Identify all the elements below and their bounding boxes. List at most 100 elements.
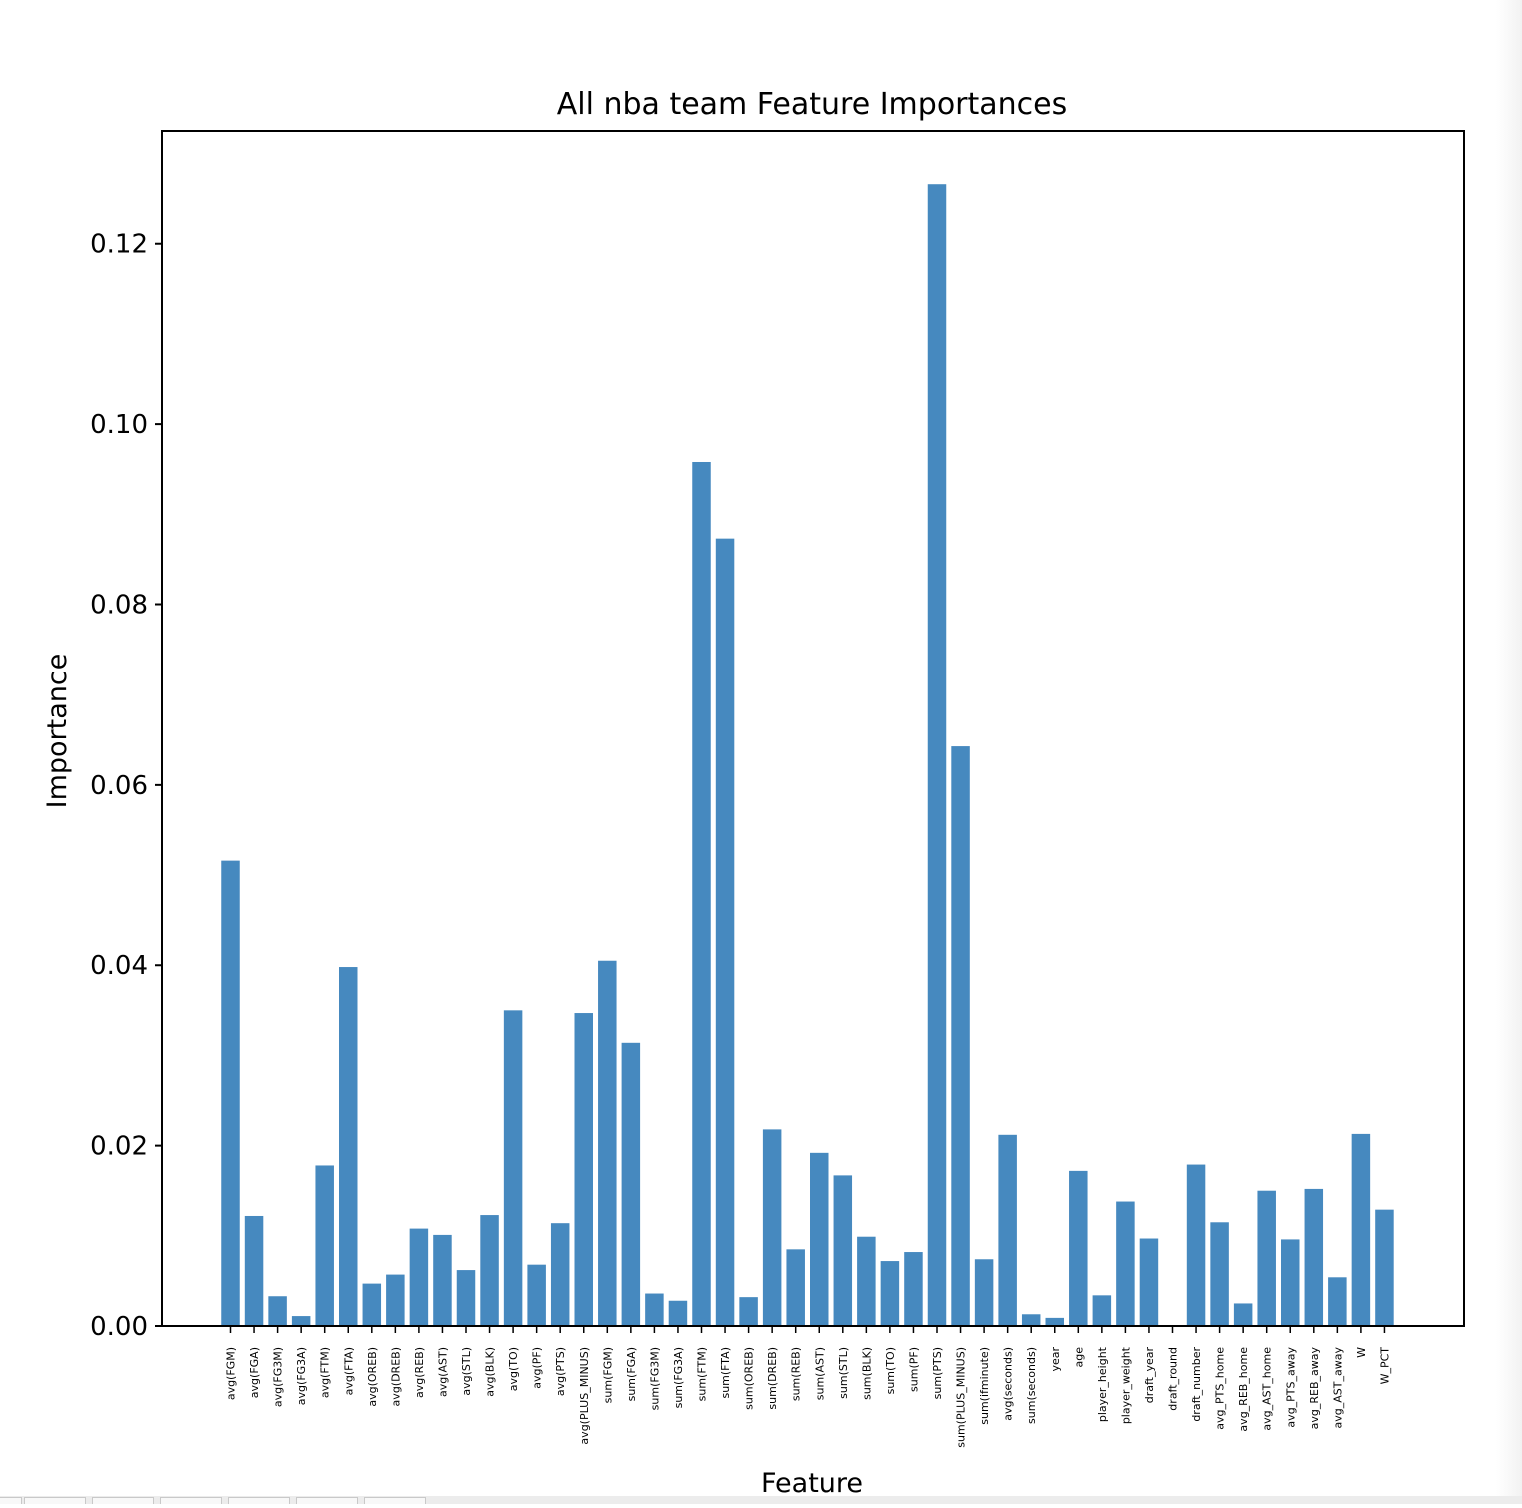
bottom-tab[interactable] — [296, 1497, 358, 1504]
bar-draft_number — [1186, 1164, 1206, 1326]
x-tick-label: player_weight — [1119, 1346, 1132, 1424]
y-tick-label: 0.10 — [90, 410, 148, 440]
bar-player_height — [1092, 1295, 1112, 1326]
bar-avg(PTS) — [550, 1223, 570, 1326]
bar-sum(PLUS_MINUS) — [951, 746, 970, 1326]
x-tick-label: avg(FGM) — [225, 1347, 238, 1400]
bar-sum(BLK) — [857, 1236, 876, 1326]
bar-sum(TO) — [880, 1261, 900, 1326]
x-tick-label: sum(STL) — [837, 1347, 850, 1399]
x-tick-label: avg(FG3M) — [272, 1347, 285, 1407]
y-tick-label: 0.12 — [90, 230, 148, 260]
bottom-tab[interactable] — [160, 1497, 222, 1504]
bar-sum(FGM) — [598, 960, 617, 1326]
bar-avg_REB_away — [1304, 1188, 1324, 1326]
x-axis-ticks: avg(FGM) avg(FGA) avg(FG3M) avg(FG3A) avg(FT… — [225, 1326, 1391, 1448]
x-tick-label: draft_round — [1167, 1347, 1180, 1411]
window-edge-shadow — [1496, 0, 1522, 1504]
y-tick-label: 0.02 — [90, 1132, 148, 1162]
x-tick-label: sum(FG3A) — [672, 1347, 685, 1408]
bar-series — [221, 184, 1394, 1327]
bar-age — [1069, 1170, 1088, 1326]
bar-avg(FG3A) — [291, 1316, 311, 1326]
x-tick-label: sum(ifminute) — [978, 1347, 991, 1425]
bar-avg(BLK) — [480, 1215, 499, 1326]
y-axis-label: Importance — [42, 654, 73, 809]
x-tick-label: avg(STL) — [460, 1347, 473, 1396]
bar-avg(FG3M) — [268, 1296, 287, 1326]
bar-sum(STL) — [833, 1175, 853, 1326]
x-tick-label: sum(PLUS_MINUS) — [955, 1347, 968, 1448]
x-tick-label: player_height — [1096, 1346, 1109, 1422]
x-tick-label: sum(REB) — [790, 1347, 803, 1401]
x-tick-label: avg_REB_away — [1308, 1347, 1321, 1430]
bar-sum(PF) — [904, 1252, 923, 1326]
bar-sum(FGA) — [621, 1042, 641, 1326]
bar-avg(PF) — [527, 1264, 546, 1326]
bar-avg(FGM) — [221, 860, 240, 1326]
bar-sum(FTM) — [692, 461, 711, 1327]
x-tick-label: sum(PTS) — [931, 1347, 944, 1399]
bar-sum(FG3A) — [668, 1300, 688, 1326]
x-tick-label: age — [1072, 1347, 1085, 1368]
x-tick-label: draft_number — [1190, 1347, 1203, 1422]
bar-avg(STL) — [456, 1270, 476, 1326]
bar-W_PCT — [1375, 1209, 1394, 1326]
x-tick-label: avg_PTS_home — [1214, 1347, 1227, 1430]
bar-avg(DREB) — [386, 1274, 405, 1326]
chart-title: All nba team Feature Importances — [557, 87, 1068, 122]
window-bottom-bar — [0, 1496, 1522, 1504]
bar-avg_PTS_home — [1210, 1222, 1229, 1326]
bar-avg(FTM) — [315, 1165, 334, 1326]
x-tick-label: sum(DREB) — [766, 1347, 779, 1410]
x-tick-label: avg(FTM) — [319, 1347, 332, 1398]
bar-sum(ifminute) — [974, 1259, 994, 1326]
bar-sum(FG3M) — [645, 1293, 664, 1326]
bar-avg(PLUS_MINUS) — [574, 1013, 593, 1326]
x-tick-label: avg(FG3A) — [295, 1347, 308, 1405]
bar-avg(FGA) — [244, 1215, 264, 1326]
x-tick-label: sum(seconds) — [1025, 1347, 1038, 1424]
x-tick-label: sum(BLK) — [860, 1347, 873, 1400]
bar-avg(OREB) — [362, 1283, 382, 1326]
y-tick-label: 0.00 — [90, 1312, 148, 1342]
x-tick-label: avg(FGA) — [248, 1347, 261, 1398]
x-tick-label: avg_REB_home — [1237, 1347, 1250, 1432]
bottom-tab[interactable] — [364, 1497, 426, 1504]
bar-avg_PTS_away — [1281, 1239, 1300, 1326]
x-tick-label: avg(PLUS_MINUS) — [578, 1347, 591, 1445]
x-tick-label: sum(PF) — [907, 1347, 920, 1392]
bar-sum(seconds) — [1021, 1314, 1041, 1326]
x-tick-label: W — [1355, 1347, 1368, 1358]
x-tick-label: sum(FTA) — [719, 1347, 732, 1399]
bottom-tab[interactable] — [0, 1497, 22, 1504]
bottom-tab[interactable] — [92, 1497, 154, 1504]
x-tick-label: avg(TO) — [507, 1347, 520, 1391]
bottom-tab[interactable] — [24, 1497, 86, 1504]
y-tick-label: 0.04 — [90, 951, 148, 981]
x-tick-label: sum(FGA) — [625, 1347, 638, 1401]
bar-sum(OREB) — [739, 1297, 758, 1326]
x-tick-label: year — [1049, 1347, 1062, 1372]
x-tick-label: sum(TO) — [884, 1347, 897, 1394]
x-tick-label: sum(FTM) — [696, 1347, 709, 1401]
x-tick-label: avg(DREB) — [389, 1347, 402, 1406]
x-tick-label: avg(REB) — [413, 1347, 426, 1398]
x-axis-label: Feature — [761, 1468, 863, 1499]
bar-year — [1045, 1317, 1064, 1326]
bottom-tab[interactable] — [228, 1497, 290, 1504]
bar-avg(AST) — [433, 1234, 452, 1326]
bar-avg(TO) — [503, 1010, 523, 1326]
x-tick-label: sum(OREB) — [743, 1347, 756, 1410]
bar-draft_year — [1139, 1238, 1159, 1326]
x-tick-label: avg(seconds) — [1002, 1347, 1015, 1421]
y-tick-label: 0.08 — [90, 590, 148, 620]
y-axis-ticks: 0.00 0.02 0.04 0.06 0.08 0.10 0.12 — [90, 230, 162, 1342]
bar-sum(DREB) — [762, 1129, 782, 1326]
bar-sum(FTA) — [715, 538, 735, 1326]
bar-sum(AST) — [810, 1152, 829, 1326]
bar-avg_AST_away — [1328, 1277, 1347, 1326]
x-tick-label: avg_PTS_away — [1284, 1347, 1297, 1428]
